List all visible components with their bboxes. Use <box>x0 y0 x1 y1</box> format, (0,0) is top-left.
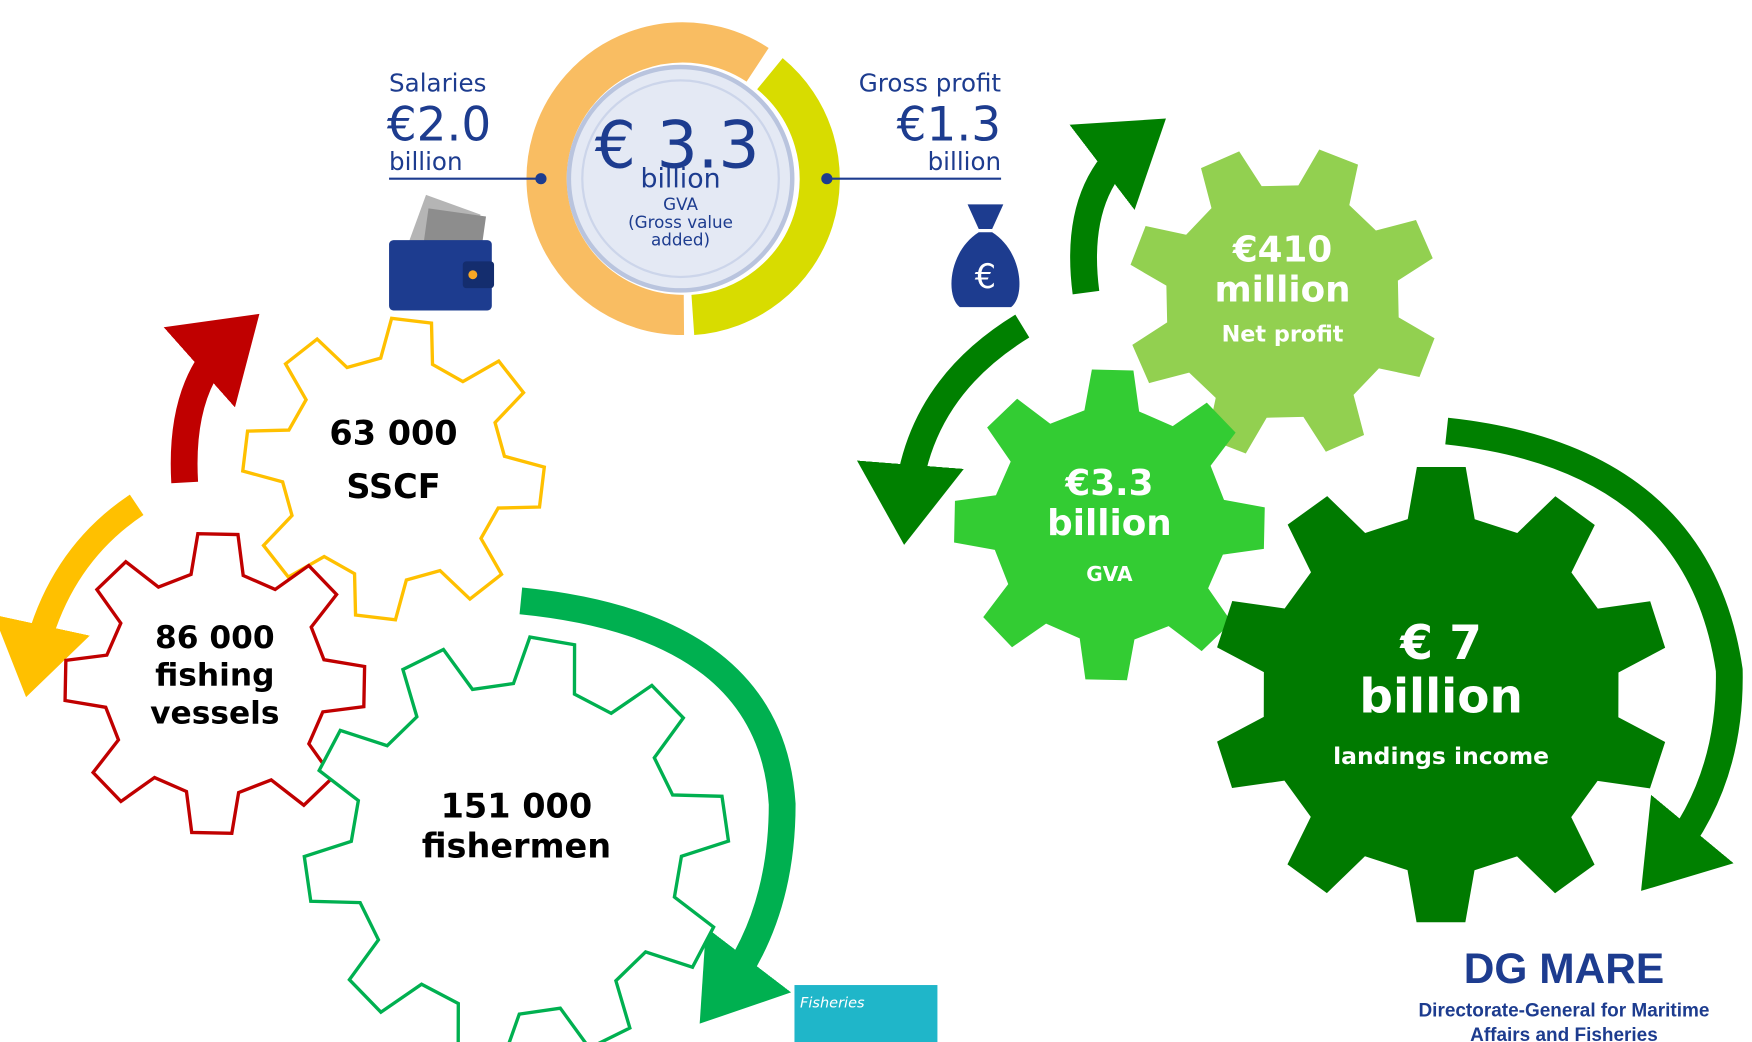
gear-text: €3.3 <box>1064 463 1153 504</box>
arrows <box>0 118 1743 1024</box>
arrow <box>0 494 144 698</box>
arrow <box>519 587 796 1024</box>
gear-caption: GVA <box>1086 562 1133 586</box>
gear <box>954 369 1265 681</box>
footer-title: DG MARE <box>1464 945 1664 992</box>
dot <box>535 173 547 185</box>
gva-ring: € 3.3 billion GVA (Gross value added) Sa… <box>387 22 1002 336</box>
arrow <box>856 314 1030 545</box>
gear-text: € 7 <box>1399 616 1482 671</box>
gear <box>302 635 731 1042</box>
salaries-value: €2.0 <box>387 98 491 153</box>
gear <box>1130 149 1435 454</box>
ring-center <box>566 64 795 293</box>
profit-label: Gross profit <box>859 69 1002 98</box>
arrow <box>1069 118 1166 295</box>
gear-text: billion <box>1359 670 1522 725</box>
gear-text: 63 000 <box>329 413 457 452</box>
svg-text:€: € <box>975 257 996 296</box>
gear-text: €410 <box>1232 229 1332 270</box>
gva-line: (Gross value <box>628 212 733 232</box>
profit-unit: billion <box>928 147 1001 176</box>
gear-text: SSCF <box>346 467 440 506</box>
gva-unit: billion <box>640 164 720 195</box>
money-bag-icon: € <box>951 204 1020 308</box>
gear-text: 86 000 <box>155 620 275 656</box>
gva-value: € 3.3 <box>595 109 760 184</box>
tag: Fisheries <box>800 995 865 1011</box>
ring-inner <box>581 79 780 279</box>
dot <box>821 173 833 185</box>
salaries-unit: billion <box>389 147 462 176</box>
gear-caption: Net profit <box>1222 322 1344 348</box>
salaries-label: Salaries <box>389 69 486 98</box>
ring-profit <box>691 58 840 335</box>
gva-line: GVA <box>663 194 698 214</box>
gva-line: added) <box>651 230 710 250</box>
gear-text: fishing <box>155 658 274 694</box>
gear-text: billion <box>1047 503 1172 544</box>
gear-text: fishermen <box>422 827 611 866</box>
gear-text: 151 000 <box>441 787 593 826</box>
gear <box>63 532 367 835</box>
ring-salaries <box>526 22 769 336</box>
gear-caption: landings income <box>1333 742 1549 770</box>
wallet-icon <box>389 194 495 311</box>
footer-line: Directorate-General for Maritime <box>1418 1000 1709 1021</box>
arrow <box>1445 417 1743 891</box>
gear <box>1217 467 1666 923</box>
profit-value: €1.3 <box>897 98 1001 153</box>
tag-box <box>794 985 938 1042</box>
footer-line: Affairs and Fisheries <box>1470 1025 1658 1042</box>
gear-text: million <box>1214 270 1350 311</box>
arrow <box>163 313 260 484</box>
gear <box>240 316 547 622</box>
gear-text: vessels <box>150 696 279 732</box>
